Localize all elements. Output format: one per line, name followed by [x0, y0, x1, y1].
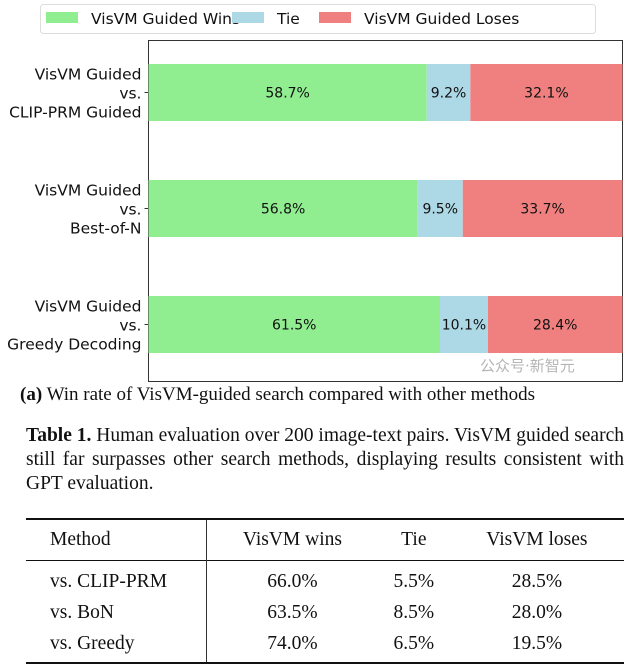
cell-loses: 19.5%	[511, 632, 563, 654]
data-label: 10.1%	[442, 318, 486, 334]
y-tick-label: Best-of-N	[70, 220, 141, 238]
y-tick-label: VisVM Guided	[35, 298, 142, 316]
y-tick-label: vs.	[119, 85, 141, 103]
caption-label: (a)	[20, 384, 43, 405]
data-label: 28.4%	[533, 318, 577, 334]
bar-segment	[462, 180, 623, 237]
y-tick-label: Greedy Decoding	[7, 336, 141, 354]
cell-method: vs. BoN	[26, 597, 207, 628]
header-wins: VisVM wins	[242, 529, 342, 550]
stacked-bar-chart: VisVM Guided Wins Tie VisVM Guided Loses 5…	[7, 4, 623, 382]
y-tick-label: CLIP-PRM Guided	[9, 104, 141, 122]
bar-segment	[148, 64, 427, 121]
data-label: 58.7%	[265, 86, 309, 102]
cell-wins: 66.0%	[267, 570, 318, 592]
y-tick-label: vs.	[119, 317, 141, 335]
data-label: 56.8%	[261, 202, 305, 218]
table-caption-text: Human evaluation over 200 image-text pai…	[26, 425, 624, 494]
header-tie: Tie	[401, 529, 427, 550]
data-label: 32.1%	[524, 86, 568, 102]
header-method: Method	[26, 519, 207, 561]
y-tick-label: vs.	[119, 201, 141, 219]
table-header-row: Method VisVM wins Tie VisVM loses	[26, 519, 624, 561]
cell-tie: 6.5%	[393, 632, 435, 654]
table-row: vs. CLIP-PRM 66.0% 5.5% 28.5%	[26, 560, 624, 597]
cell-loses: 28.5%	[511, 570, 563, 592]
cell-wins: 74.0%	[267, 632, 318, 654]
bar-segment	[417, 180, 463, 237]
legend-label: VisVM Guided Wins	[91, 10, 240, 28]
bar-segment	[148, 296, 441, 353]
data-label: 9.5%	[422, 202, 458, 218]
data-label: 61.5%	[272, 318, 316, 334]
legend-label: VisVM Guided Loses	[364, 10, 519, 28]
bar-segment	[440, 296, 488, 353]
data-label: 33.7%	[520, 202, 564, 218]
cell-method: vs. CLIP-PRM	[26, 560, 207, 597]
bar-segment	[470, 64, 623, 121]
figure-caption: (a) Win rate of VisVM-guided search comp…	[20, 384, 535, 406]
table-row: vs. Greedy 74.0% 6.5% 19.5%	[26, 628, 624, 663]
results-table: Method VisVM wins Tie VisVM loses vs. CL…	[26, 518, 624, 664]
y-tick-label: VisVM Guided	[35, 182, 142, 200]
legend-label: Tie	[276, 10, 300, 28]
legend-box	[40, 4, 596, 34]
data-label: 9.2%	[431, 86, 467, 102]
caption-text: Win rate of VisVM-guided search compared…	[42, 384, 536, 405]
table-caption: Table 1. Human evaluation over 200 image…	[26, 424, 624, 496]
legend-swatch	[319, 12, 351, 23]
bar-segment	[426, 64, 471, 121]
bar-segment	[148, 180, 418, 237]
table-caption-label: Table 1.	[26, 425, 92, 446]
cell-wins: 63.5%	[267, 601, 318, 623]
cell-loses: 28.0%	[511, 601, 563, 623]
legend-swatch	[232, 12, 264, 23]
watermark: 公众号·新智元	[480, 357, 575, 375]
legend: VisVM Guided Wins Tie VisVM Guided Loses	[40, 4, 596, 34]
y-tick-label: VisVM Guided	[35, 66, 142, 84]
cell-tie: 5.5%	[393, 570, 435, 592]
cell-method: vs. Greedy	[26, 628, 207, 663]
bar-segment	[487, 296, 623, 353]
cell-tie: 8.5%	[393, 601, 435, 623]
legend-swatch	[46, 12, 78, 23]
header-loses: VisVM loses	[486, 529, 588, 550]
table-row: vs. BoN 63.5% 8.5% 28.0%	[26, 597, 624, 628]
